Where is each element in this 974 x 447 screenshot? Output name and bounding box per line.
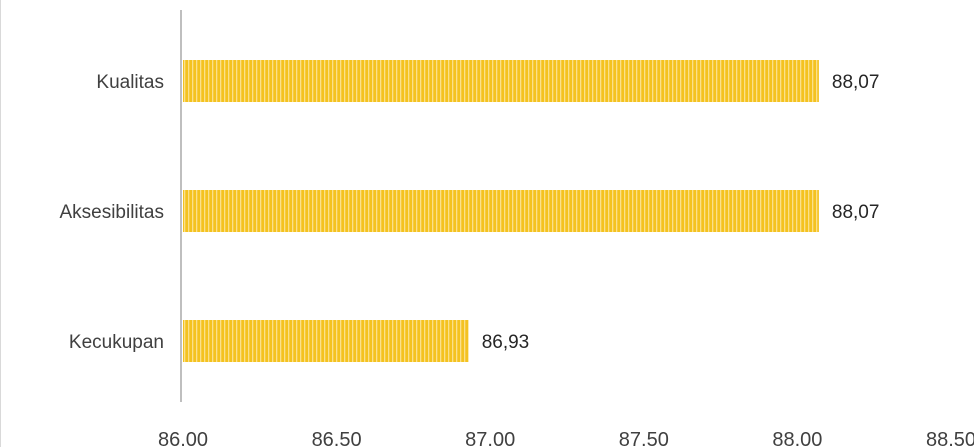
category-label-aksesibilitas: Aksesibilitas [59,202,164,223]
bar-kualitas [183,60,819,102]
x-tick-label: 88.50 [926,429,974,447]
category-labels-group: Kualitas Aksesibilitas Kecukupan [59,72,164,353]
chart-frame-left-edge [0,0,1,447]
bar-aksesibilitas [183,190,819,232]
x-tick-label: 87.50 [619,429,669,447]
data-label-kualitas: 88,07 [832,72,880,93]
x-tick-label: 86.00 [158,429,208,447]
bar-kecukupan [183,320,469,362]
x-tick-label: 86.50 [312,429,362,447]
bars-group [183,60,819,362]
x-tick-labels-group: 86.00 86.50 87.00 87.50 88.00 88.50 [158,429,974,447]
data-label-kecukupan: 86,93 [482,332,530,353]
x-tick-label: 87.00 [465,429,515,447]
data-labels-group: 88,07 88,07 86,93 [482,72,880,353]
category-label-kecukupan: Kecukupan [69,332,164,353]
data-label-aksesibilitas: 88,07 [832,202,880,223]
x-tick-label: 88.00 [772,429,822,447]
category-label-kualitas: Kualitas [96,72,164,93]
